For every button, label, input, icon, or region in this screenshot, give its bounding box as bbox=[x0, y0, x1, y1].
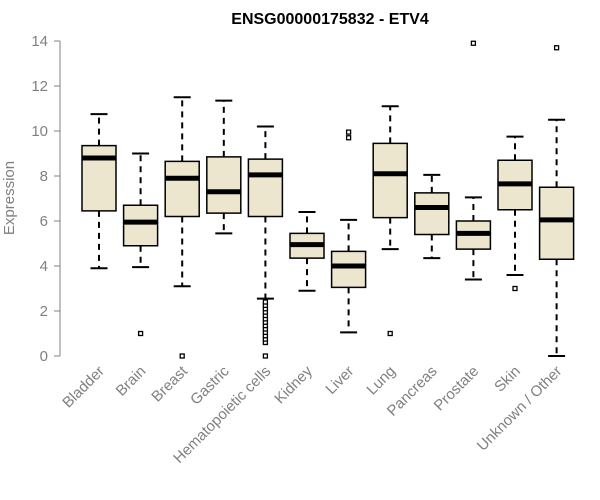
outlier-point bbox=[553, 45, 560, 51]
outlier-point bbox=[179, 353, 185, 359]
box-rect bbox=[164, 160, 200, 218]
box-kidney bbox=[289, 211, 325, 292]
outlier-point bbox=[345, 129, 352, 135]
y-tick-label: 2 bbox=[40, 303, 48, 320]
box-rect bbox=[538, 186, 575, 260]
x-tick-label: Bladder bbox=[59, 363, 108, 412]
box-gastric bbox=[206, 99, 242, 235]
y-axis: 0 2 4 6 8 10 12 14 bbox=[31, 33, 61, 365]
box-rect bbox=[206, 156, 242, 214]
box-rect bbox=[414, 192, 450, 236]
box-rect bbox=[330, 250, 367, 289]
y-tick-label: 6 bbox=[40, 213, 48, 230]
outlier-point bbox=[470, 40, 477, 46]
x-tick-label: Breast bbox=[148, 362, 191, 405]
y-axis-label: Expression bbox=[1, 161, 18, 235]
y-tick-label: 8 bbox=[40, 168, 48, 185]
box-rect bbox=[81, 144, 117, 212]
chart-title: ENSG00000175832 - ETV4 bbox=[231, 11, 429, 28]
y-tick-label: 12 bbox=[31, 78, 48, 95]
x-tick-label: Skin bbox=[491, 363, 524, 396]
outlier-point bbox=[387, 330, 393, 337]
box-hematopoietic-cells bbox=[247, 125, 284, 359]
outlier-point bbox=[262, 299, 269, 305]
y-tick-label: 4 bbox=[40, 258, 48, 275]
box-prostate bbox=[455, 40, 492, 281]
box-rect bbox=[122, 204, 159, 247]
y-tick-label: 0 bbox=[40, 348, 48, 365]
x-tick-label: Kidney bbox=[271, 362, 316, 407]
outlier-point bbox=[512, 285, 518, 292]
box-skin bbox=[497, 135, 533, 292]
box-brain bbox=[122, 152, 159, 337]
y-tick-label: 10 bbox=[31, 123, 48, 140]
x-tick-label: Lung bbox=[363, 363, 399, 399]
box-bladder bbox=[81, 113, 117, 270]
x-tick-label: Brain bbox=[113, 363, 150, 400]
box-breast bbox=[164, 96, 200, 359]
outlier-point bbox=[262, 353, 269, 359]
outlier-point bbox=[345, 135, 352, 141]
outlier-point bbox=[137, 330, 144, 337]
box-group bbox=[81, 40, 575, 359]
x-tick-label: Prostate bbox=[431, 363, 483, 415]
y-tick-label: 14 bbox=[31, 33, 48, 50]
box-rect bbox=[247, 158, 284, 218]
box-liver bbox=[330, 129, 367, 334]
box-lung bbox=[372, 105, 408, 337]
box-unknown-other bbox=[538, 45, 575, 357]
x-tick-label: Liver bbox=[322, 363, 357, 398]
box-rect bbox=[372, 142, 408, 219]
box-pancreas bbox=[414, 173, 450, 260]
